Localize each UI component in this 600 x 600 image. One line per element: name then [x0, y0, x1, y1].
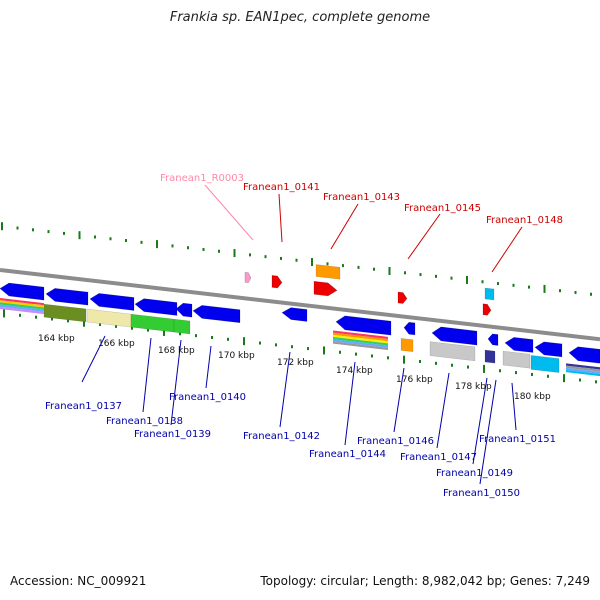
callout-line	[278, 193, 283, 243]
genome-summary-text: Topology: circular; Length: 8,982,042 bp…	[260, 574, 590, 588]
reverse-gene-label: Franean1_0149	[436, 468, 513, 479]
forward-gene-box	[484, 287, 495, 301]
callout-line	[81, 335, 106, 383]
annotation-stripe	[566, 369, 600, 377]
genome-backbone	[0, 268, 600, 342]
forward-gene-label: Franean1_0141	[243, 182, 320, 193]
reverse-gene-label: Franean1_0138	[106, 416, 183, 427]
annotation-stripe	[566, 363, 600, 370]
annotation-stripe	[333, 334, 388, 344]
map-title: Frankia sp. EAN1pec, complete genome	[169, 10, 431, 25]
callout-line	[511, 382, 517, 431]
rna-gene-arrow	[244, 271, 252, 283]
annotation-stripe	[333, 337, 388, 346]
reverse-gene-arrow	[0, 282, 45, 301]
forward-gene-arrow	[397, 291, 408, 304]
reverse-gene-arrow	[504, 337, 534, 353]
reverse-gene-label: Franean1_0142	[243, 431, 320, 442]
annotation-stripe	[333, 330, 388, 340]
reverse-gene-label: Franean1_0147	[400, 452, 477, 463]
annotation-stripe	[333, 339, 388, 348]
annotation-stripe	[0, 300, 44, 308]
outer-tick-ring	[1, 222, 592, 296]
annotation-bars	[0, 298, 600, 377]
annotation-block	[43, 303, 87, 323]
annotation-stripe	[0, 304, 44, 312]
accession-text: Accession: NC_009921	[10, 574, 147, 588]
reverse-gene-arrow	[487, 333, 499, 346]
annotation-block	[400, 338, 414, 352]
callout-line	[205, 345, 212, 389]
reverse-gene-label: Franean1_0139	[134, 429, 211, 440]
callout-line	[330, 203, 359, 250]
annotation-block	[86, 308, 132, 328]
reverse-gene-arrow	[281, 307, 308, 322]
reverse-gene-label: Franean1_0144	[309, 449, 386, 460]
callout-line	[344, 361, 356, 446]
forward-gene-label: Franean1_0145	[404, 203, 481, 214]
reverse-gene-arrow	[192, 305, 241, 324]
annotation-stripe	[0, 302, 44, 310]
gene-callouts: Franean1_R0003Franean1_0141Franean1_0143…	[45, 173, 563, 499]
annotation-block	[130, 313, 175, 333]
gene-features	[0, 264, 600, 373]
reverse-gene-label: Franean1_0137	[45, 401, 122, 412]
callout-line	[472, 377, 488, 465]
annotation-stripe	[566, 367, 600, 374]
scale-labels: 164 kbp 166 kbp 168 kbp 170 kbp 172 kbp 174 k…	[38, 334, 551, 402]
reverse-gene-label: Franean1_0146	[357, 436, 434, 447]
annotation-stripe	[333, 332, 388, 342]
scale-label: 172 kbp	[277, 358, 314, 368]
forward-gene-box	[315, 264, 341, 280]
annotation-stripe	[0, 298, 44, 306]
forward-gene-arrow	[482, 303, 492, 316]
annotation-block	[484, 349, 496, 364]
forward-gene-arrow	[271, 275, 283, 289]
scale-label: 164 kbp	[38, 334, 75, 344]
forward-gene-label: Franean1_R0003	[160, 173, 244, 184]
callout-line	[436, 372, 450, 449]
reverse-gene-label: Franean1_0140	[169, 392, 246, 403]
reverse-gene-arrow	[89, 293, 135, 311]
annotation-block	[530, 355, 560, 373]
annotation-block	[429, 341, 476, 362]
forward-gene-label: Franean1_0148	[486, 215, 563, 226]
reverse-gene-arrow	[568, 346, 600, 364]
callout-line	[479, 379, 497, 485]
reverse-gene-label: Franean1_0151	[479, 434, 556, 445]
reverse-gene-arrow	[335, 315, 392, 336]
scale-label: 174 kbp	[336, 366, 373, 376]
callout-line	[407, 213, 441, 260]
callout-line	[204, 184, 254, 241]
annotation-stripe	[0, 306, 44, 315]
scale-label: 170 kbp	[218, 351, 255, 361]
reverse-gene-arrow	[175, 302, 193, 318]
callout-line	[142, 337, 152, 413]
scale-label: 168 kbp	[158, 346, 195, 356]
callout-line	[491, 226, 523, 273]
scale-label: 166 kbp	[98, 339, 135, 349]
reverse-gene-arrow	[403, 321, 416, 336]
annotation-stripe	[333, 341, 388, 351]
reverse-gene-arrow	[534, 341, 563, 358]
scale-label: 176 kbp	[396, 375, 433, 385]
reverse-gene-arrow	[45, 288, 89, 306]
forward-gene-label: Franean1_0143	[323, 192, 400, 203]
reverse-gene-label: Franean1_0150	[443, 488, 520, 499]
annotation-stripe	[566, 365, 600, 372]
callout-line	[170, 339, 182, 426]
callout-line	[279, 351, 291, 428]
reverse-gene-arrow	[134, 298, 178, 316]
backbone-line	[0, 268, 600, 342]
reverse-gene-arrow	[431, 326, 478, 346]
annotation-block	[502, 350, 531, 369]
callout-line	[393, 367, 405, 433]
forward-gene-arrow	[313, 280, 338, 297]
scale-label: 178 kbp	[455, 382, 492, 392]
scale-label: 180 kbp	[514, 392, 551, 402]
annotation-block	[173, 318, 191, 335]
